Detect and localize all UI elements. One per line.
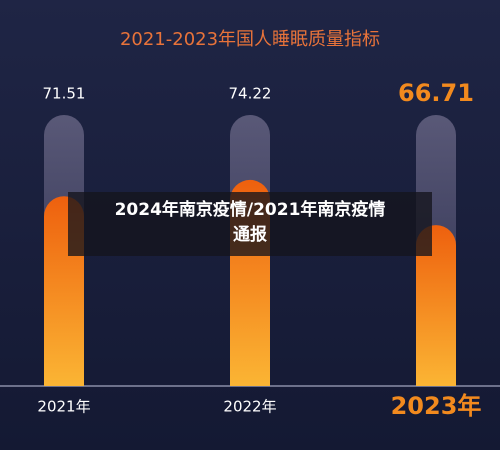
value-label: 66.71 — [398, 79, 474, 107]
x-tick-label: 2022年 — [223, 398, 276, 416]
value-label: 71.51 — [43, 85, 86, 103]
bar — [416, 225, 457, 386]
chart-title: 2021-2023年国人睡眠质量指标 — [120, 29, 380, 50]
value-label: 74.22 — [229, 85, 272, 103]
overlay-banner: 2024年南京疫情/2021年南京疫情通报 — [68, 192, 432, 256]
x-tick-label: 2021年 — [37, 398, 90, 416]
x-tick-label: 2023年 — [391, 392, 482, 420]
